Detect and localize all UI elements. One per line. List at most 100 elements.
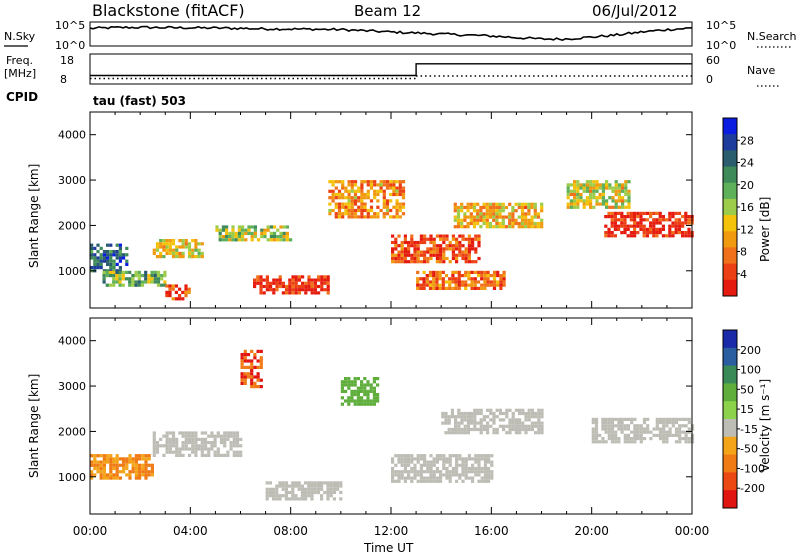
heatmap-cell (589, 183, 593, 187)
heatmap-cell (350, 183, 354, 187)
heatmap-cell (407, 463, 411, 467)
heatmap-cell (115, 466, 119, 471)
heatmap-cell (307, 494, 311, 498)
heatmap-cell (445, 237, 449, 241)
heatmap-cell (281, 484, 285, 488)
heatmap-cell (451, 274, 455, 278)
heatmap-cell (610, 430, 615, 434)
heatmap-cell (665, 437, 669, 441)
heatmap-cell (347, 212, 351, 216)
heatmap-cell (134, 476, 138, 480)
heatmap-cell (153, 270, 157, 274)
heatmap-cell (483, 473, 487, 477)
heatmap-cell (623, 231, 627, 235)
heatmap-cell (646, 424, 650, 428)
heatmap-cell (250, 238, 254, 242)
heatmap-cell (442, 250, 446, 254)
heatmap-cell (501, 202, 505, 206)
heatmap-cell (112, 253, 116, 257)
heatmap-cell (450, 411, 454, 416)
heatmap-cell (194, 239, 198, 243)
heatmap-cell (467, 234, 471, 238)
heatmap-cell (165, 290, 169, 294)
heatmap-cell (439, 234, 443, 238)
heatmap-cell (467, 476, 471, 480)
heatmap-cell (649, 231, 653, 235)
heatmap-cell (181, 447, 185, 451)
heatmap-cell (658, 417, 663, 421)
heatmap-cell (246, 359, 251, 363)
heatmap-cell (687, 427, 691, 431)
heatmap-cell (582, 183, 586, 187)
heatmap-cell (594, 440, 599, 444)
heatmap-cell (341, 215, 345, 219)
heatmap-cell (291, 490, 295, 495)
heatmap-cell (448, 240, 452, 245)
heatmap-cell (498, 205, 502, 210)
heatmap-cell (598, 183, 602, 187)
heatmap-cell (566, 192, 570, 197)
heatmap-cell (102, 470, 106, 474)
heatmap-cell (373, 212, 377, 216)
heatmap-cell (451, 256, 455, 261)
heatmap-cell (517, 221, 521, 226)
heatmap-cell (461, 253, 465, 257)
heatmap-cell (464, 470, 468, 474)
heatmap-cell (645, 231, 649, 235)
heatmap-cell (171, 248, 176, 252)
heatmap-cell (540, 218, 544, 222)
heatmap-cell (391, 253, 395, 257)
heatmap-cell (626, 433, 631, 437)
heatmap-cell (350, 389, 354, 393)
heatmap-cell (486, 424, 490, 428)
heatmap-cell (366, 180, 370, 184)
heatmap-cell (614, 424, 618, 428)
heatmap-cell (357, 186, 361, 190)
heatmap-cell (102, 250, 106, 254)
heatmap-cell (476, 286, 481, 290)
heatmap-cell (344, 399, 348, 403)
heatmap-cell (655, 417, 659, 421)
heatmap-cell (486, 427, 490, 432)
heatmap-cell (495, 205, 499, 210)
heatmap-cell (184, 447, 188, 451)
heatmap-cell (540, 221, 544, 226)
heatmap-cell (307, 284, 311, 289)
heatmap-cell (350, 215, 354, 219)
heatmap-cell (197, 437, 201, 441)
heatmap-cell (480, 270, 484, 274)
heatmap-cell (131, 470, 135, 474)
heatmap-cell (125, 466, 129, 471)
heatmap-cell (363, 196, 367, 200)
heatmap-cell (400, 470, 404, 474)
heatmap-cell (253, 231, 257, 235)
heatmap-cell (313, 490, 317, 495)
heatmap-cell (239, 453, 243, 457)
heatmap-cell (276, 228, 280, 232)
heatmap-cell (636, 437, 640, 441)
heatmap-cell (604, 215, 608, 219)
heatmap-cell (451, 277, 455, 281)
heatmap-cell (533, 221, 537, 226)
heatmap-cell (441, 421, 445, 425)
heatmap-cell (168, 441, 172, 445)
heatmap-cell (313, 281, 317, 285)
heatmap-cell (514, 424, 518, 428)
heatmap-cell (630, 421, 634, 425)
heatmap-cell (511, 421, 515, 425)
heatmap-cell (232, 450, 236, 454)
heatmap-cell (480, 470, 484, 474)
x-tick-label: 12:00 (374, 524, 409, 538)
heatmap-cell (191, 444, 195, 448)
heatmap-cell (607, 421, 611, 425)
heatmap-cell (382, 189, 386, 193)
heatmap-cell (601, 202, 605, 206)
heatmap-cell (334, 186, 338, 190)
heatmap-cell (451, 470, 455, 474)
heatmap-cell (621, 196, 625, 200)
heatmap-cell (456, 212, 461, 216)
heatmap-cell (395, 180, 399, 184)
heatmap-cell (591, 440, 595, 444)
heatmap-cell (466, 415, 470, 419)
heatmap-cell (485, 209, 489, 213)
